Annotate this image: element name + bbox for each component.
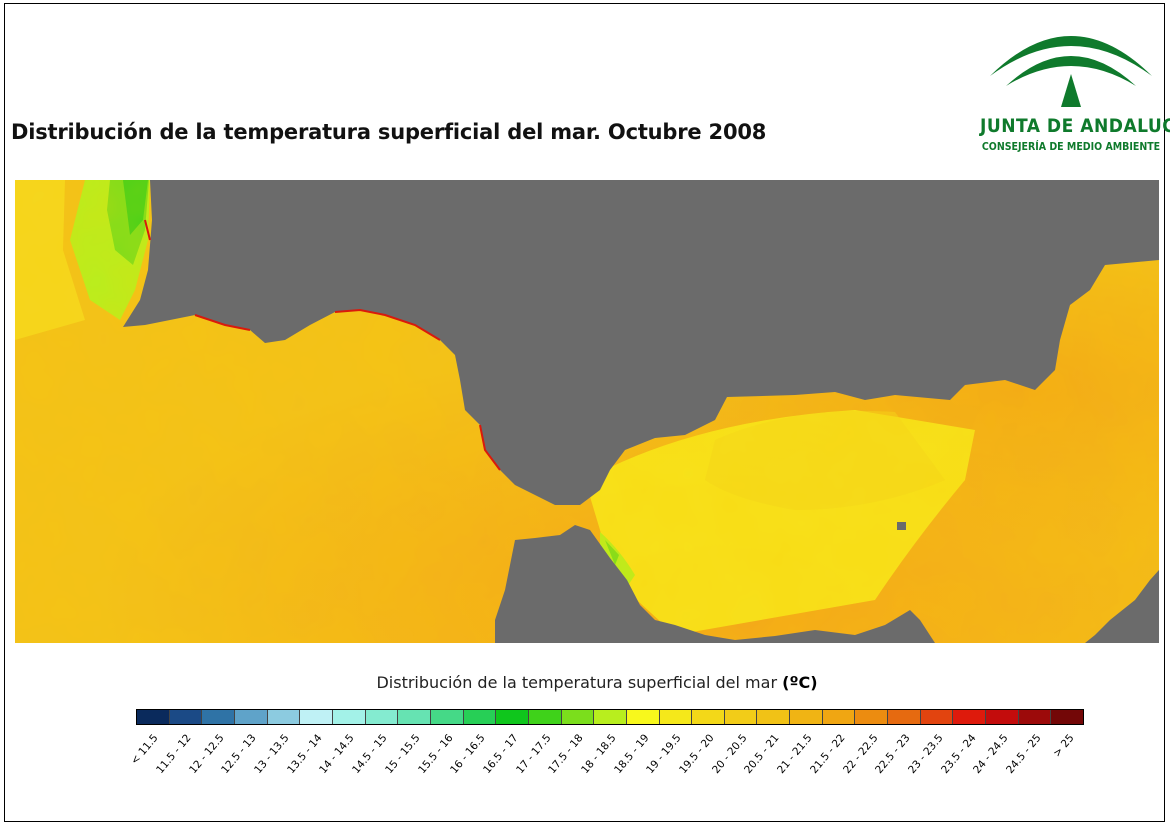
map-title: Distribución de la temperatura superfici… (11, 120, 767, 144)
legend-swatch (1018, 710, 1052, 724)
legend-swatch (692, 710, 725, 724)
legend-swatch (137, 710, 170, 724)
legend-swatch (888, 710, 921, 724)
logo-name: JUNTA DE ANDALUCIA (980, 115, 1170, 137)
legend-swatch (496, 710, 529, 724)
land-africa (495, 525, 935, 643)
legend-swatch (561, 710, 595, 724)
legend-swatch (463, 710, 497, 724)
legend-swatch (822, 710, 856, 724)
legend-swatch (202, 710, 235, 724)
legend-swatch (169, 710, 203, 724)
legend-swatch (300, 710, 333, 724)
legend-swatch (626, 710, 660, 724)
legend-swatch (332, 710, 366, 724)
color-scale-bar (136, 709, 1084, 725)
sea-temperature-map (15, 180, 1159, 643)
legend-label: > 25 (1050, 732, 1077, 760)
junta-de-andalucia-logo: JUNTA DE ANDALUCIA CONSEJERÍA DE MEDIO A… (980, 14, 1170, 164)
legend-swatch (430, 710, 464, 724)
legend-swatch (365, 710, 399, 724)
legend-swatch (594, 710, 627, 724)
logo-emblem-icon (990, 36, 1152, 107)
legend-swatch (398, 710, 431, 724)
legend-swatch (986, 710, 1019, 724)
legend-swatch (1051, 710, 1084, 724)
legend-swatch (267, 710, 301, 724)
legend-swatch (790, 710, 823, 724)
land-africa-east (1085, 570, 1159, 643)
legend-title-text: Distribución de la temperatura superfici… (376, 673, 778, 692)
legend-swatch (757, 710, 791, 724)
legend-swatch (920, 710, 954, 724)
legend-swatch (528, 710, 562, 724)
color-scale-labels: < 11.5 11.5 - 12 12 - 12.5 12.5 - 13 13 - 13… (129, 728, 1084, 788)
logo-subtitle: CONSEJERÍA DE MEDIO AMBIENTE (981, 141, 1161, 153)
legend-unit: (ºC) (782, 673, 818, 692)
legend-swatch (724, 710, 758, 724)
legend-swatch (953, 710, 987, 724)
legend-swatch (659, 710, 693, 724)
legend-swatch (234, 710, 268, 724)
legend-swatch (855, 710, 889, 724)
land-iberia (123, 180, 1159, 505)
legend-title: Distribución de la temperatura superfici… (0, 673, 1170, 692)
